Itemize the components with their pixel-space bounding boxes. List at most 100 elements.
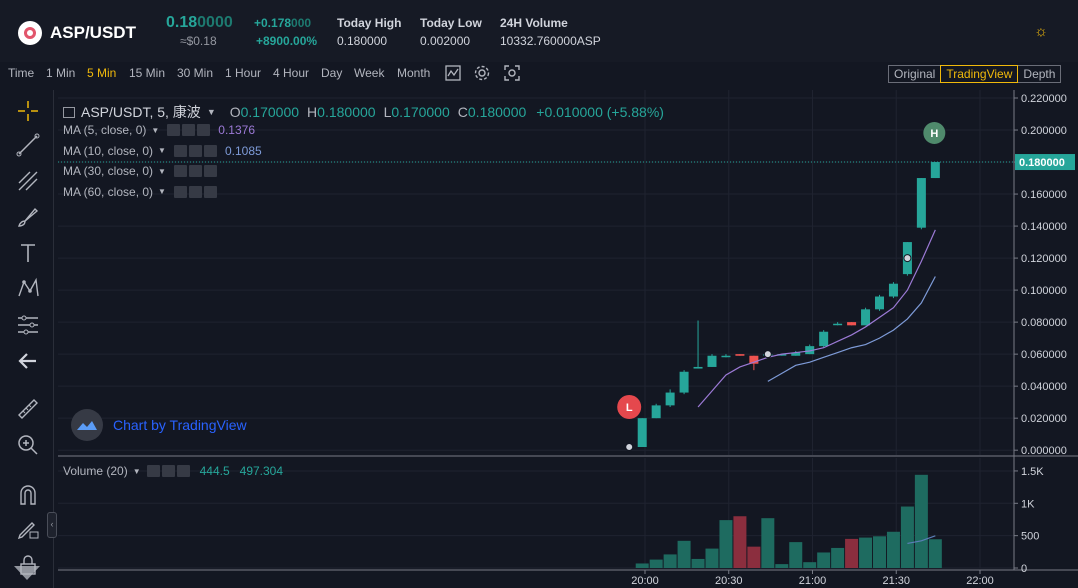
settings-icon[interactable] [473, 64, 491, 82]
volume-bar [789, 542, 803, 568]
chevron-down-icon[interactable]: ▼ [132, 466, 141, 476]
candle-body [861, 309, 871, 326]
high-marker [923, 122, 946, 144]
volume-legend-label[interactable]: Volume (20) [63, 464, 128, 478]
legend-symbol[interactable]: ASP/USDT, 5, 康波 [81, 104, 201, 120]
ma-label[interactable]: MA (30, close, 0) [63, 164, 154, 178]
tradingview-logo-icon [71, 409, 103, 441]
candle-body [749, 355, 759, 364]
tradingview-badge[interactable]: Chart by TradingView [71, 409, 247, 441]
timeframe-4-hour[interactable]: 4 Hour [273, 66, 310, 80]
pair-title[interactable]: ASP/USDT [50, 23, 136, 42]
event-dot [625, 442, 634, 451]
candle-body [791, 352, 801, 356]
timeframe-1-min[interactable]: 1 Min [46, 66, 76, 80]
timeframe-1-hour[interactable]: 1 Hour [225, 66, 262, 80]
event-dot [903, 254, 912, 263]
volume-legend: Volume (20) ▼ 444.5 497.304 [63, 464, 283, 478]
ma-value: 0.1376 [218, 123, 255, 137]
crosshair-icon[interactable] [15, 98, 41, 124]
ma-legend-row: MA (60, close, 0) ▼ [63, 185, 217, 199]
candle-body [665, 392, 675, 406]
volume-bar [649, 559, 663, 568]
ma-label[interactable]: MA (10, close, 0) [63, 143, 154, 158]
volume-ma-value: 497.304 [239, 464, 284, 478]
indicator-icon[interactable] [444, 64, 462, 82]
open-label: O [229, 104, 241, 120]
chevron-down-icon[interactable]: ▼ [158, 187, 166, 196]
time-tick-label: 20:00 [631, 575, 659, 587]
magnet-icon[interactable] [15, 482, 41, 508]
ruler-icon[interactable] [15, 396, 41, 422]
gear-icon[interactable] [188, 165, 202, 177]
today-low-value: 0.002000 [420, 34, 471, 48]
candle-body [721, 355, 731, 358]
timeframe-5-min[interactable]: 5 Min [87, 66, 117, 80]
ma-label[interactable]: MA (5, close, 0) [63, 123, 147, 137]
candle-body [847, 322, 857, 326]
close-icon[interactable] [176, 465, 190, 477]
volume-bar [914, 474, 928, 568]
timeframe-15-min[interactable]: 15 Min [129, 66, 166, 80]
volume-bar [719, 520, 733, 568]
price-change-tail: 000 [291, 16, 312, 30]
sun-icon[interactable]: ☼ [1034, 23, 1048, 40]
close-icon[interactable] [203, 144, 217, 157]
brush-icon[interactable] [15, 204, 41, 230]
low-marker [617, 395, 642, 419]
collapse-legend-icon[interactable] [63, 106, 75, 118]
pencil-lock-icon[interactable] [15, 516, 41, 542]
candle-body [735, 354, 745, 356]
zoom-in-icon[interactable] [15, 432, 41, 458]
price-tick-label: 0.000000 [1021, 445, 1067, 457]
price-tick-label: 0.060000 [1021, 349, 1067, 361]
eye-icon[interactable] [173, 185, 187, 198]
close-icon[interactable] [197, 124, 211, 136]
price-tick-label: 0.220000 [1021, 93, 1067, 105]
view-tradingview-button[interactable]: TradingView [940, 65, 1019, 83]
price-change: +0.178000 [254, 16, 311, 30]
price-tick-label: 0.100000 [1021, 285, 1067, 297]
chevron-down-icon[interactable]: ▼ [206, 107, 216, 117]
gear-icon[interactable] [182, 124, 196, 136]
chevron-down-icon[interactable]: ▼ [158, 166, 166, 176]
back-arrow-icon[interactable] [15, 348, 41, 374]
chevron-down-icon[interactable]: ▼ [151, 125, 160, 135]
eye-icon[interactable] [173, 165, 187, 177]
gear-icon[interactable] [161, 465, 175, 477]
ma-legend-row: MA (5, close, 0) ▼ 0.1376 [63, 123, 255, 137]
eye-icon[interactable] [167, 124, 181, 136]
collapse-toolbar-button[interactable]: ‹ [47, 512, 57, 538]
timeframe-week[interactable]: Week [354, 66, 385, 80]
pattern-icon[interactable] [15, 276, 41, 302]
time-tick-label: 20:30 [715, 575, 743, 587]
close-icon[interactable] [203, 185, 217, 198]
today-high-value: 0.180000 [337, 34, 388, 48]
ma-label[interactable]: MA (60, close, 0) [63, 184, 154, 199]
fib-icon[interactable] [15, 168, 41, 194]
low-marker-label: L [626, 402, 633, 414]
candle-body [930, 162, 940, 179]
volume-bar [886, 531, 900, 568]
volume-tick-label: 0 [1021, 563, 1027, 575]
timeframe-30-min[interactable]: 30 Min [177, 66, 214, 80]
screenshot-icon[interactable] [503, 64, 521, 82]
timeframe-day[interactable]: Day [321, 66, 343, 80]
measure-icon[interactable] [15, 312, 41, 338]
today-low-label: Today Low [420, 16, 482, 30]
trend-line-icon[interactable] [15, 132, 41, 158]
volume-tick-label: 1K [1021, 498, 1035, 510]
gear-icon[interactable] [188, 144, 202, 157]
chevron-down-icon[interactable]: ▼ [158, 146, 166, 155]
close-icon[interactable] [203, 165, 217, 177]
timeframe-month[interactable]: Month [397, 66, 431, 80]
text-icon[interactable] [15, 240, 41, 266]
view-switcher: Original TradingView Depth [888, 65, 1062, 83]
eye-icon[interactable] [146, 465, 160, 477]
eye-icon[interactable] [173, 144, 187, 157]
timeframe-time[interactable]: Time [8, 66, 35, 80]
gear-icon[interactable] [188, 185, 202, 198]
